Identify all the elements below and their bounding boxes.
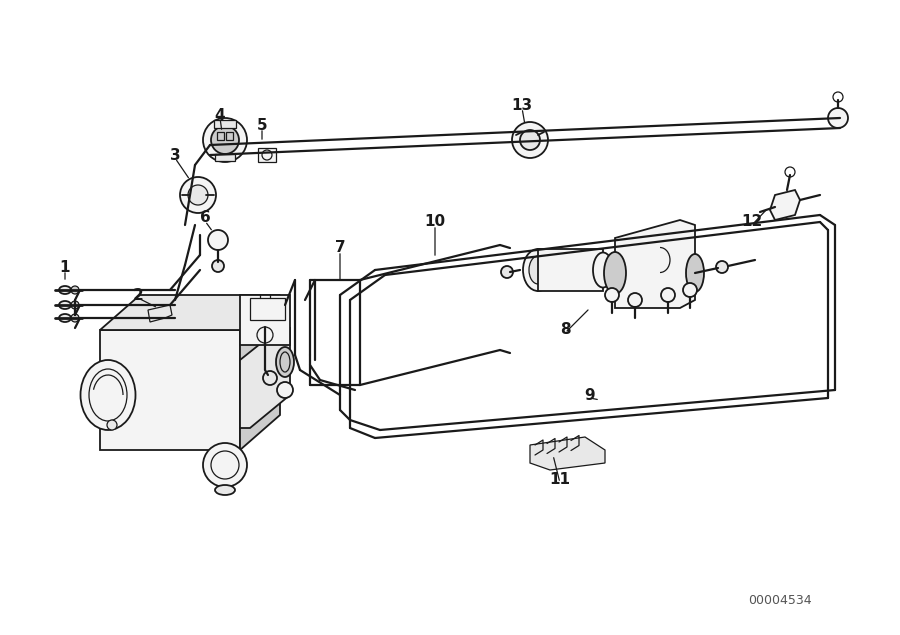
Text: 5: 5 xyxy=(256,117,267,133)
Circle shape xyxy=(716,261,728,273)
Circle shape xyxy=(107,420,117,430)
Bar xyxy=(217,132,224,140)
Text: 4: 4 xyxy=(215,107,225,123)
Ellipse shape xyxy=(529,256,547,284)
Ellipse shape xyxy=(59,301,71,309)
Text: 3: 3 xyxy=(170,147,180,163)
Text: 00004534: 00004534 xyxy=(748,594,812,606)
Polygon shape xyxy=(100,330,240,450)
Circle shape xyxy=(683,283,697,297)
Circle shape xyxy=(661,288,675,302)
Text: 12: 12 xyxy=(742,215,762,229)
Polygon shape xyxy=(615,220,695,308)
Polygon shape xyxy=(770,190,800,220)
Circle shape xyxy=(520,130,540,150)
Text: 7: 7 xyxy=(335,241,346,255)
Polygon shape xyxy=(148,305,172,322)
Ellipse shape xyxy=(80,360,136,430)
Circle shape xyxy=(512,122,548,158)
Circle shape xyxy=(628,293,642,307)
Polygon shape xyxy=(100,295,280,330)
Circle shape xyxy=(208,230,228,250)
Bar xyxy=(226,132,233,140)
Bar xyxy=(215,154,235,161)
Bar xyxy=(258,148,276,162)
Text: 11: 11 xyxy=(550,472,571,488)
Text: 2: 2 xyxy=(132,288,143,302)
Ellipse shape xyxy=(523,249,553,291)
Ellipse shape xyxy=(59,314,71,322)
Ellipse shape xyxy=(276,347,294,377)
Text: 1: 1 xyxy=(59,260,70,274)
Polygon shape xyxy=(530,437,605,470)
Circle shape xyxy=(180,177,216,213)
Circle shape xyxy=(501,266,513,278)
Ellipse shape xyxy=(686,254,704,292)
Text: 6: 6 xyxy=(200,210,211,225)
Circle shape xyxy=(263,371,277,385)
Circle shape xyxy=(828,108,848,128)
Polygon shape xyxy=(240,328,290,428)
Polygon shape xyxy=(240,295,280,450)
Ellipse shape xyxy=(59,286,71,294)
Circle shape xyxy=(203,443,247,487)
Bar xyxy=(214,120,236,128)
Text: 13: 13 xyxy=(511,98,533,112)
Circle shape xyxy=(71,286,79,294)
Circle shape xyxy=(605,288,619,302)
Ellipse shape xyxy=(604,252,626,294)
Circle shape xyxy=(211,126,239,154)
Ellipse shape xyxy=(215,485,235,495)
Circle shape xyxy=(277,382,293,398)
Text: 8: 8 xyxy=(560,323,571,337)
Circle shape xyxy=(203,118,247,162)
Text: 9: 9 xyxy=(585,387,595,403)
Bar xyxy=(538,249,603,291)
Bar xyxy=(250,298,285,320)
Circle shape xyxy=(188,185,208,205)
Bar xyxy=(240,295,290,345)
Text: 10: 10 xyxy=(425,215,446,229)
Circle shape xyxy=(71,314,79,322)
Circle shape xyxy=(71,301,79,309)
Circle shape xyxy=(212,260,224,272)
Ellipse shape xyxy=(593,253,613,288)
